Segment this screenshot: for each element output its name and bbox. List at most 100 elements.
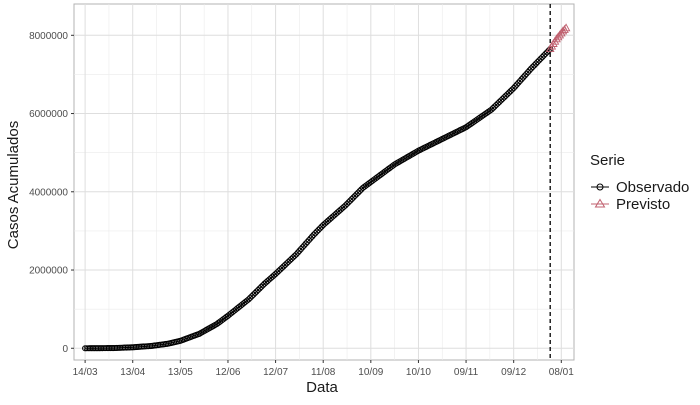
data-point bbox=[278, 264, 285, 271]
data-point bbox=[297, 245, 305, 253]
data-point bbox=[258, 283, 265, 290]
data-point bbox=[275, 267, 282, 274]
x-tick-label: 13/04 bbox=[120, 367, 145, 378]
x-tick-label: 11/08 bbox=[311, 367, 336, 378]
data-point bbox=[294, 249, 301, 256]
data-point bbox=[274, 269, 281, 276]
x-tick-label: 10/09 bbox=[358, 367, 383, 378]
data-point bbox=[552, 34, 561, 43]
data-point bbox=[288, 255, 295, 262]
data-point bbox=[345, 199, 352, 206]
data-point bbox=[305, 237, 312, 244]
data-point bbox=[280, 263, 287, 270]
y-axis-title: Casos Acumulados bbox=[5, 121, 22, 249]
data-point bbox=[299, 244, 306, 251]
data-point bbox=[253, 288, 260, 295]
data-point bbox=[512, 83, 519, 90]
data-point bbox=[531, 62, 538, 69]
data-point bbox=[536, 57, 543, 64]
data-point bbox=[250, 291, 257, 298]
data-point bbox=[507, 88, 514, 95]
data-point bbox=[543, 49, 551, 56]
data-point bbox=[355, 189, 362, 196]
data-point bbox=[497, 97, 505, 104]
data-point bbox=[315, 226, 322, 233]
y-tick-label: 4000000 bbox=[29, 187, 68, 198]
data-point bbox=[309, 233, 316, 240]
data-point bbox=[496, 98, 503, 105]
data-point bbox=[256, 285, 263, 292]
data-point bbox=[529, 63, 536, 70]
x-tick-label: 13/05 bbox=[168, 367, 193, 378]
x-tick-label: 12/06 bbox=[215, 367, 240, 378]
x-axis-ticks: 14/03 13/04 13/05 12/06 12/07 11/08 10/09 10/10… bbox=[73, 360, 574, 378]
data-point bbox=[277, 266, 284, 273]
data-point bbox=[555, 30, 565, 39]
data-point bbox=[255, 286, 262, 294]
legend-label-previsto: Previsto bbox=[616, 196, 670, 213]
data-point bbox=[312, 230, 319, 237]
data-point bbox=[509, 86, 516, 93]
data-point bbox=[502, 92, 509, 99]
legend-label-observado: Observado bbox=[616, 179, 689, 196]
data-point bbox=[515, 79, 522, 86]
y-tick-label: 6000000 bbox=[29, 109, 68, 120]
data-point bbox=[553, 32, 563, 41]
data-point bbox=[534, 58, 541, 66]
data-point bbox=[493, 101, 500, 109]
x-tick-label: 09/12 bbox=[501, 367, 526, 378]
data-point bbox=[526, 67, 533, 74]
legend-item-previsto: Previsto bbox=[591, 196, 670, 213]
data-point bbox=[505, 89, 512, 96]
data-point bbox=[488, 106, 495, 113]
x-tick-label: 14/03 bbox=[73, 367, 98, 378]
x-tick-label: 12/07 bbox=[263, 367, 288, 378]
data-point bbox=[491, 103, 498, 110]
data-point bbox=[291, 252, 298, 259]
series-previsto bbox=[545, 23, 571, 53]
data-point bbox=[272, 270, 279, 277]
y-tick-label: 2000000 bbox=[29, 266, 68, 277]
data-point bbox=[285, 258, 292, 265]
data-point bbox=[248, 293, 255, 300]
data-point bbox=[296, 247, 303, 254]
plot-panel bbox=[73, 3, 575, 361]
data-point bbox=[528, 65, 535, 72]
data-point bbox=[289, 254, 297, 261]
data-point bbox=[286, 257, 293, 264]
data-point bbox=[499, 95, 506, 102]
data-point bbox=[282, 261, 289, 268]
legend-circle-marker bbox=[596, 183, 604, 191]
data-point bbox=[348, 196, 355, 203]
data-point bbox=[356, 188, 363, 195]
data-point bbox=[501, 94, 508, 101]
data-point bbox=[340, 203, 347, 210]
data-point bbox=[245, 296, 252, 303]
data-point bbox=[504, 91, 511, 98]
data-point bbox=[542, 50, 549, 57]
data-point bbox=[302, 240, 309, 247]
data-point bbox=[489, 105, 497, 112]
legend: Serie Observado Previsto bbox=[590, 152, 689, 213]
data-point bbox=[494, 100, 501, 107]
data-point bbox=[342, 202, 349, 209]
x-tick-label: 08/01 bbox=[549, 367, 574, 378]
data-point bbox=[389, 162, 397, 169]
data-point bbox=[307, 235, 314, 242]
data-point bbox=[304, 238, 311, 245]
data-point bbox=[251, 290, 259, 297]
data-point bbox=[540, 52, 547, 59]
series-observado bbox=[82, 45, 554, 352]
data-point bbox=[350, 194, 357, 201]
data-point bbox=[247, 294, 254, 301]
data-point bbox=[313, 228, 320, 235]
data-point bbox=[520, 74, 527, 81]
data-point bbox=[521, 72, 528, 79]
data-point bbox=[524, 69, 532, 76]
data-point bbox=[513, 81, 520, 88]
data-point bbox=[561, 23, 571, 32]
data-point bbox=[310, 231, 317, 238]
y-tick-label: 0 bbox=[62, 344, 68, 355]
